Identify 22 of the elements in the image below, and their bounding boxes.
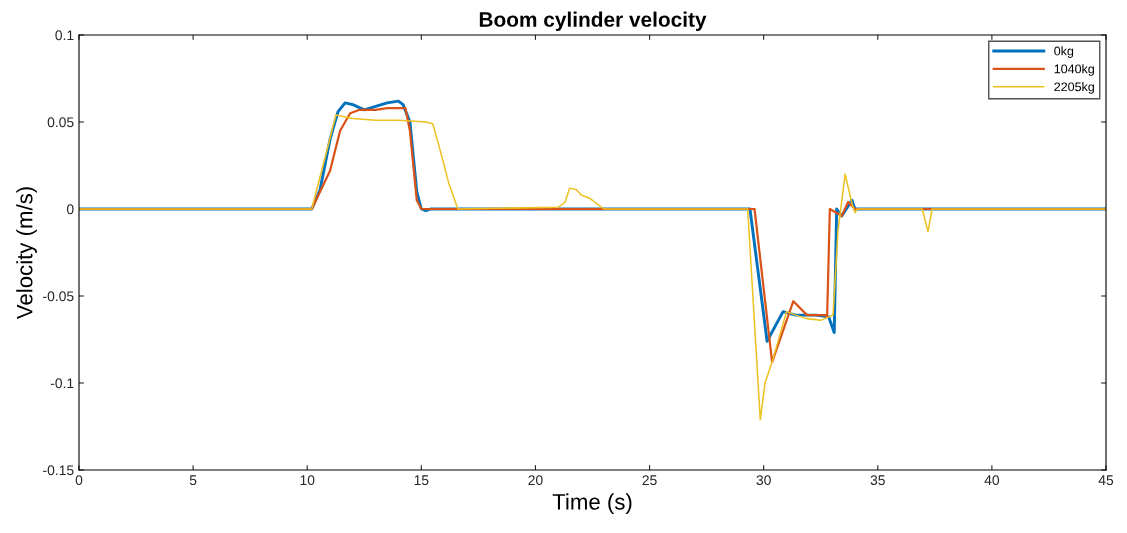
legend-label: 1040kg xyxy=(1054,64,1094,76)
x-tick-label: 0 xyxy=(75,475,83,486)
x-tick-label: 40 xyxy=(984,475,1000,486)
x-tick-label: 25 xyxy=(642,475,657,486)
y-tick-label: 0 xyxy=(66,204,74,215)
x-tick-label: 5 xyxy=(189,475,197,486)
chart-title: Boom cylinder velocity xyxy=(479,11,707,31)
y-tick-label: -0.05 xyxy=(43,291,74,302)
x-tick-label: 45 xyxy=(1098,475,1114,486)
x-tick-label: 10 xyxy=(300,475,315,486)
x-tick-label: 15 xyxy=(414,475,429,486)
y-tick-label: -0.15 xyxy=(43,465,74,476)
x-tick-label: 20 xyxy=(528,475,543,486)
x-tick-label: 35 xyxy=(870,475,885,486)
x-tick-label: 30 xyxy=(756,475,771,486)
y-tick-label: 0.05 xyxy=(47,117,74,128)
legend-label: 0kg xyxy=(1054,46,1074,58)
y-tick-label: -0.1 xyxy=(50,378,74,389)
x-axis-title: Time (s) xyxy=(552,493,632,515)
y-axis-title: Velocity (m/s) xyxy=(16,187,37,320)
legend-label: 2205kg xyxy=(1054,82,1094,94)
y-tick-label: 0.1 xyxy=(55,30,74,41)
